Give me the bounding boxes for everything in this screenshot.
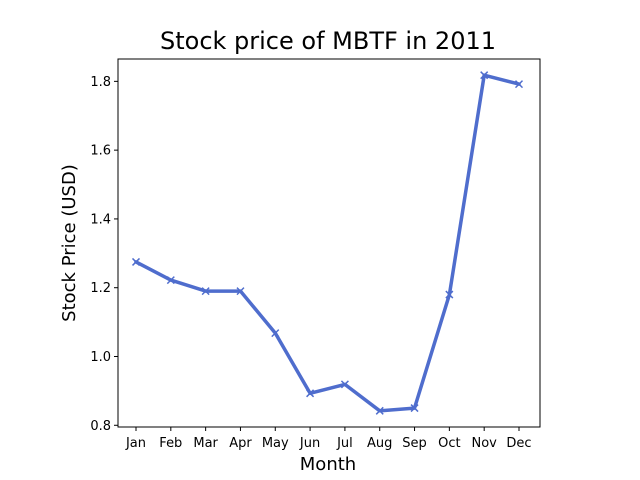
y-axis: 0.8 1.0 1.2 1.4 1.6 1.8 [90, 75, 118, 434]
x-tick-label: Sep [402, 436, 427, 451]
data-point-marker [340, 380, 349, 389]
x-tick-label: Apr [229, 436, 252, 451]
data-point-marker [445, 290, 454, 299]
x-tick-label: Oct [438, 436, 460, 451]
data-point-marker [166, 276, 175, 285]
y-tick-label: 1.8 [90, 75, 111, 90]
x-axis: Jan Feb Mar Apr May Jun Jul Aug Sep Oct Nov Dec [125, 427, 532, 451]
x-tick-label: Nov [471, 436, 497, 451]
data-point-marker [480, 71, 489, 80]
x-tick-label: Dec [506, 436, 531, 451]
x-tick-label: May [262, 436, 289, 451]
chart-title: Stock price of MBTF in 2011 [160, 27, 496, 55]
data-point-marker [375, 406, 384, 415]
x-tick-label: Jul [336, 436, 353, 451]
data-point-marker [201, 287, 210, 296]
data-point-marker [306, 389, 315, 398]
data-point-marker [410, 404, 419, 413]
x-tick-label: Jun [299, 436, 320, 451]
y-tick-label: 1.0 [90, 350, 111, 365]
x-axis-label: Month [300, 454, 356, 475]
x-tick-label: Jan [125, 436, 146, 451]
x-tick-label: Aug [367, 436, 392, 451]
data-point-marker [271, 329, 280, 338]
series-line [134, 73, 521, 413]
data-point-marker [514, 80, 524, 89]
y-tick-label: 1.6 [90, 144, 111, 159]
data-point-marker [236, 287, 245, 296]
series-markers [131, 71, 524, 415]
y-tick-label: 1.4 [90, 212, 111, 227]
y-tick-label: 1.2 [90, 281, 111, 296]
y-tick-label: 0.8 [90, 419, 111, 434]
x-tick-label: Feb [159, 436, 182, 451]
plot-frame [117, 58, 541, 428]
x-tick-label: Mar [193, 436, 218, 451]
data-point-marker [131, 257, 141, 266]
y-axis-label: Stock Price (USD) [59, 164, 80, 322]
